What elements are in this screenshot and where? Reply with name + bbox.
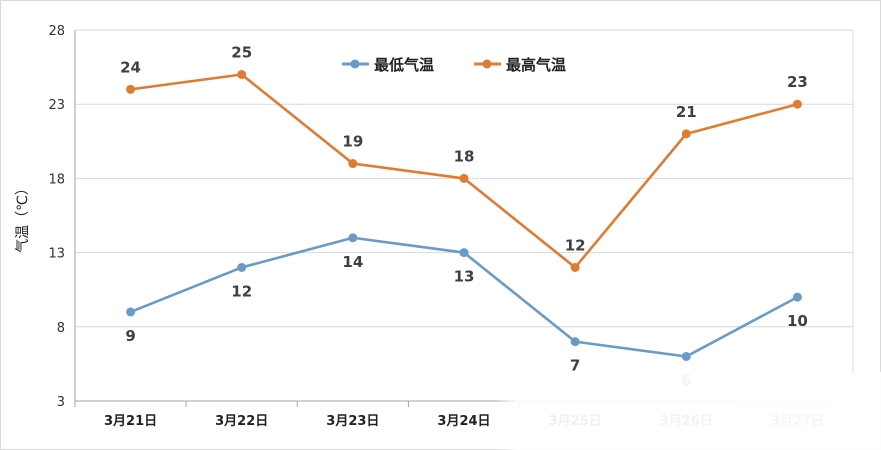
legend: 最低气温 最高气温: [342, 56, 566, 74]
y-tick-label: 3: [57, 395, 65, 410]
data-point: [126, 307, 136, 317]
data-point: [237, 70, 247, 80]
data-point: [792, 292, 802, 302]
y-tick-label: 18: [48, 172, 65, 187]
data-point: [681, 351, 691, 361]
data-point: [348, 159, 358, 169]
data-label: 25: [231, 44, 252, 62]
y-tick-label: 28: [48, 24, 65, 39]
data-label: 7: [570, 357, 580, 375]
data-point: [792, 99, 802, 109]
data-point: [570, 262, 580, 272]
legend-marker-max: [482, 59, 492, 69]
data-label: 12: [565, 236, 586, 254]
y-tick-label: 8: [57, 321, 65, 336]
data-label: 10: [787, 312, 808, 330]
y-axis-title: 气温（℃）: [15, 181, 31, 253]
grid: [75, 29, 854, 401]
legend-label-min: 最低气温: [374, 56, 434, 74]
data-label: 19: [342, 133, 363, 151]
legend-marker-min: [350, 59, 360, 69]
data-point: [570, 337, 580, 347]
data-point: [459, 248, 469, 258]
data-point: [459, 173, 469, 183]
y-tick-label: 13: [48, 247, 65, 262]
legend-item-min: 最低气温: [342, 56, 434, 74]
data-point: [348, 233, 358, 243]
y-tick-label: 23: [48, 98, 65, 113]
data-label: 21: [676, 103, 697, 121]
x-tick-label: 3月23日: [326, 414, 379, 429]
data-label: 9: [125, 327, 135, 345]
legend-item-max: 最高气温: [474, 56, 566, 74]
blurred-overlay: [495, 372, 881, 450]
series: [126, 70, 802, 361]
data-label: 14: [342, 253, 363, 271]
data-label: 13: [454, 268, 475, 286]
data-label: 12: [231, 282, 252, 300]
data-point: [237, 262, 247, 272]
data-label: 18: [454, 147, 475, 165]
x-tick-label: 3月21日: [104, 414, 157, 429]
x-tick-label: 3月22日: [215, 414, 268, 429]
y-tick-labels: 3 8 13 18 23 28: [48, 24, 65, 410]
legend-label-max: 最高气温: [506, 56, 566, 74]
data-point: [126, 84, 136, 94]
data-label: 24: [120, 58, 141, 76]
data-label: 23: [787, 73, 808, 91]
data-point: [681, 129, 691, 139]
x-tick-label: 3月24日: [437, 414, 490, 429]
